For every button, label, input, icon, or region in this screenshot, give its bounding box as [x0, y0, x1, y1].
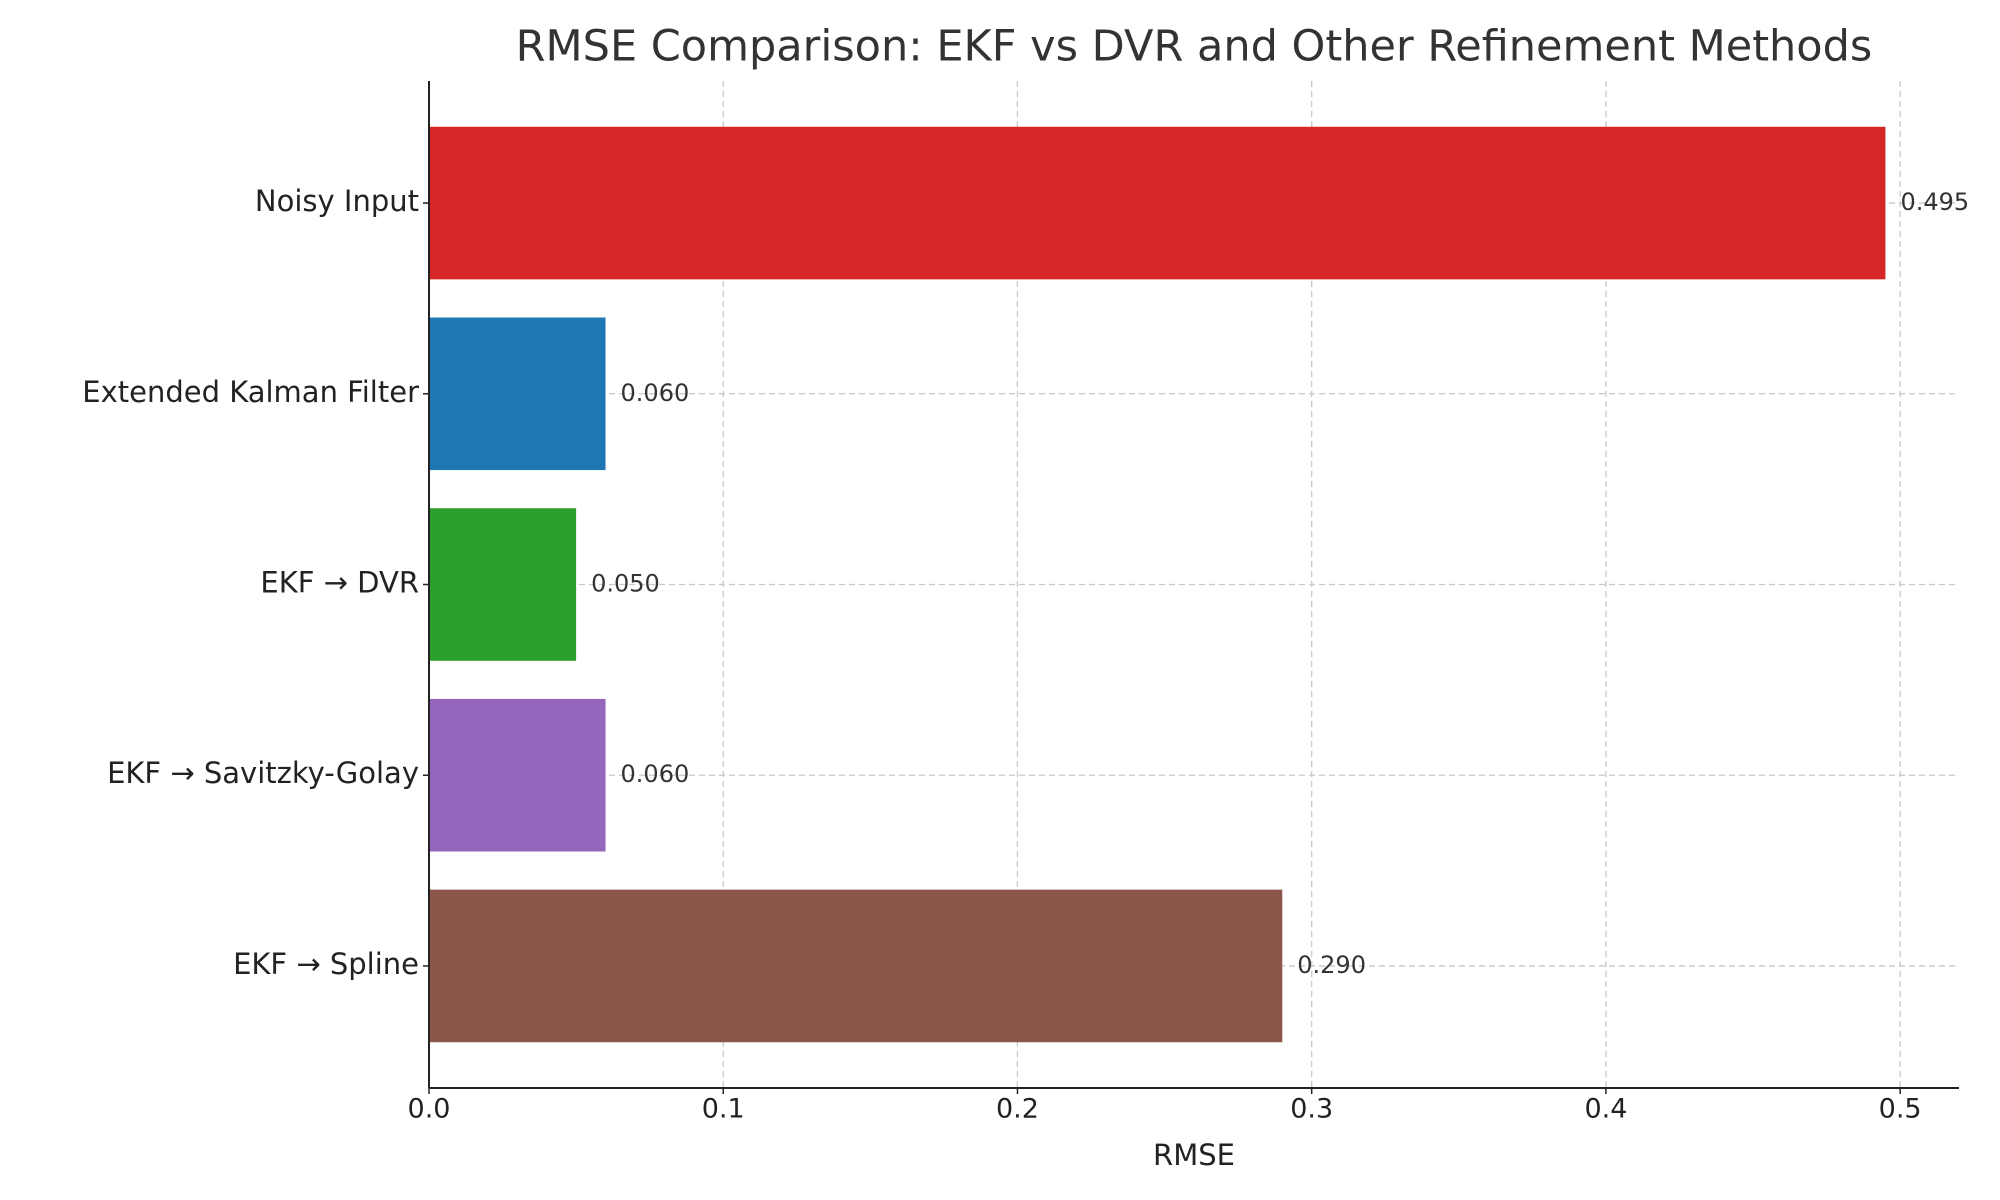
bar	[429, 126, 1886, 280]
value-label: 0.060	[621, 760, 690, 788]
bar	[429, 889, 1283, 1043]
y-tick-label: EKF → Savitzky-Golay	[107, 756, 419, 790]
value-label: 0.060	[621, 379, 690, 407]
x-tick-label: 0.1	[702, 1094, 745, 1125]
bar	[429, 317, 606, 471]
x-tick-label: 0.3	[1290, 1094, 1333, 1125]
bar	[429, 698, 606, 852]
y-tick-label: EKF → Spline	[233, 947, 419, 981]
x-tick-label: 0.2	[996, 1094, 1039, 1125]
x-axis-label: RMSE	[1153, 1138, 1235, 1172]
bar	[429, 508, 577, 661]
chart-title: RMSE Comparison: EKF vs DVR and Other Re…	[516, 22, 1873, 72]
x-tick-label: 0.0	[408, 1094, 451, 1125]
x-tick-label: 0.4	[1584, 1094, 1627, 1125]
y-tick-label: Noisy Input	[255, 184, 419, 218]
value-label: 0.495	[1900, 188, 1969, 216]
value-label: 0.050	[591, 570, 660, 598]
y-tick-label: Extended Kalman Filter	[82, 375, 419, 409]
value-label: 0.290	[1297, 951, 1366, 979]
y-tick-label: EKF → DVR	[260, 566, 419, 600]
x-tick-label: 0.5	[1879, 1094, 1922, 1125]
